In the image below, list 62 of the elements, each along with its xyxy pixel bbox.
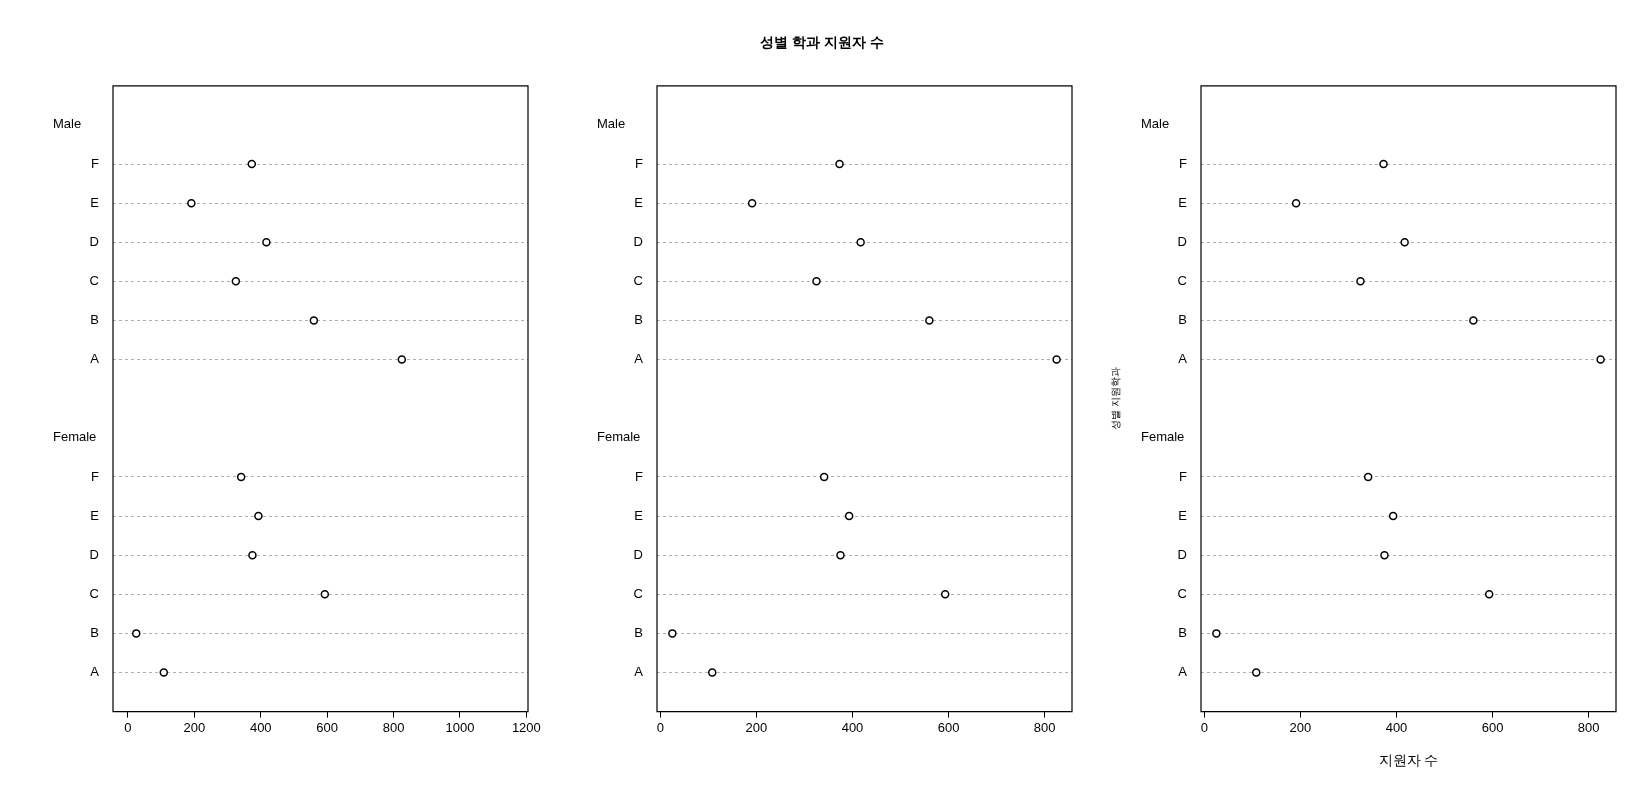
y-tick-label: B bbox=[1178, 624, 1187, 640]
y-tick-label: D bbox=[1177, 233, 1187, 249]
x-tick-label: 0 bbox=[124, 719, 132, 735]
x-tick-label: 0 bbox=[656, 719, 664, 735]
y-tick-label: B bbox=[1178, 312, 1187, 328]
y-tick-label: F bbox=[635, 468, 644, 484]
y-tick-label: D bbox=[89, 233, 99, 249]
x-tick-label: 0 bbox=[1200, 719, 1208, 735]
y-tick-label: E bbox=[90, 507, 100, 523]
x-tick-label: 800 bbox=[382, 719, 405, 735]
text: Male bbox=[1141, 116, 1170, 132]
text: Male bbox=[53, 116, 82, 132]
x-tick-label: 600 bbox=[937, 719, 960, 735]
x-tick-label: 400 bbox=[841, 719, 864, 735]
y-tick-label: A bbox=[90, 351, 100, 367]
y-tick-label: C bbox=[89, 585, 99, 601]
y-tick-label: A bbox=[634, 664, 644, 680]
x-tick-label: 800 bbox=[1033, 719, 1056, 735]
x-tick-label: 200 bbox=[183, 719, 206, 735]
x-tick-label: 200 bbox=[1289, 719, 1312, 735]
y-tick-label: F bbox=[1179, 155, 1188, 171]
y-axis-title: 성별 지원학과 bbox=[1109, 367, 1121, 431]
x-tick-label: 200 bbox=[745, 719, 768, 735]
text: Female bbox=[1141, 429, 1185, 445]
y-tick-label: F bbox=[635, 155, 644, 171]
y-tick-label: C bbox=[1177, 585, 1187, 601]
y-tick-label: F bbox=[1179, 468, 1188, 484]
y-tick-label: A bbox=[1178, 664, 1188, 680]
y-tick-label: B bbox=[634, 312, 643, 328]
y-tick-label: C bbox=[633, 272, 643, 288]
y-tick-label: D bbox=[633, 233, 643, 249]
y-tick-label: F bbox=[91, 155, 100, 171]
y-tick-label: D bbox=[633, 546, 643, 562]
y-tick-label: B bbox=[90, 312, 99, 328]
x-tick-label: 400 bbox=[1385, 719, 1408, 735]
y-tick-label: C bbox=[1177, 272, 1187, 288]
text: Female bbox=[53, 429, 97, 445]
y-tick-label: E bbox=[1178, 507, 1188, 523]
x-tick-label: 800 bbox=[1577, 719, 1600, 735]
chart-title: 성별 학과 지원자 수 bbox=[759, 33, 885, 52]
x-axis-title: 지원자 수 bbox=[1378, 752, 1439, 769]
y-tick-label: D bbox=[89, 546, 99, 562]
y-tick-label: C bbox=[633, 585, 643, 601]
y-tick-label: E bbox=[90, 194, 100, 210]
x-tick-label: 600 bbox=[1481, 719, 1504, 735]
y-tick-label: E bbox=[1178, 194, 1188, 210]
y-tick-label: E bbox=[634, 507, 644, 523]
text: Male bbox=[597, 116, 626, 132]
x-tick-label: 1000 bbox=[445, 719, 475, 735]
y-tick-label: A bbox=[634, 351, 644, 367]
y-tick-label: B bbox=[90, 624, 99, 640]
y-tick-label: A bbox=[1178, 351, 1188, 367]
y-tick-label: A bbox=[90, 664, 100, 680]
x-tick-label: 600 bbox=[316, 719, 338, 735]
text: Female bbox=[597, 429, 641, 445]
x-tick-label: 1200 bbox=[511, 719, 541, 735]
x-tick-label: 400 bbox=[249, 719, 272, 735]
y-tick-label: C bbox=[89, 272, 99, 288]
y-tick-label: D bbox=[1177, 546, 1187, 562]
y-tick-label: B bbox=[634, 624, 643, 640]
y-tick-label: E bbox=[634, 194, 644, 210]
y-tick-label: F bbox=[91, 468, 100, 484]
